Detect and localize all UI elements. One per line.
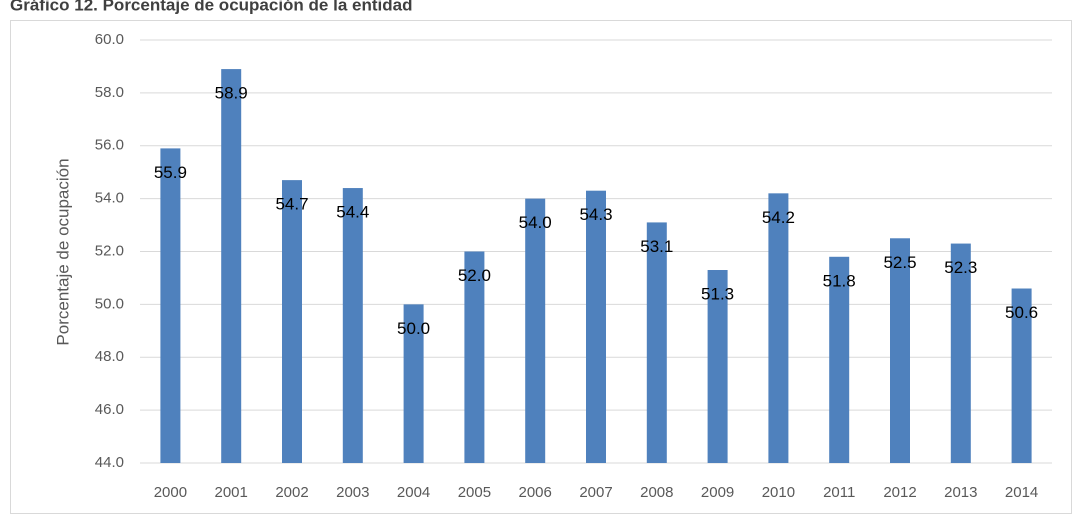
bar	[221, 69, 242, 464]
data-label: 58.9	[215, 84, 248, 103]
bar	[707, 270, 728, 463]
x-tick-label: 2003	[336, 484, 369, 501]
data-label: 54.2	[762, 208, 795, 227]
x-tick-label: 2008	[640, 484, 673, 501]
y-tick-label: 60.0	[95, 31, 124, 48]
bar	[768, 193, 789, 463]
data-label: 54.7	[275, 195, 308, 214]
y-tick-label: 58.0	[95, 84, 124, 101]
bar	[1011, 288, 1032, 463]
data-label: 51.3	[701, 284, 734, 303]
bar	[646, 222, 667, 463]
data-label: 54.0	[519, 213, 552, 232]
bar	[829, 256, 850, 463]
bar	[586, 190, 606, 463]
y-tick-label: 48.0	[95, 348, 124, 365]
data-label: 54.3	[579, 205, 612, 224]
x-tick-label: 2007	[579, 484, 612, 501]
y-tick-label: 46.0	[95, 401, 124, 418]
bar	[160, 148, 181, 464]
bar	[403, 304, 424, 463]
x-tick-label: 2006	[519, 484, 552, 501]
x-tick-label: 2013	[944, 484, 977, 501]
y-tick-label: 52.0	[95, 242, 124, 259]
chart-title: Gráfico 12. Porcentaje de ocupación de l…	[10, 0, 412, 14]
bar	[342, 188, 363, 464]
data-label: 55.9	[154, 163, 187, 182]
bar	[525, 198, 546, 463]
x-tick-label: 2014	[1005, 484, 1038, 501]
data-label: 54.4	[336, 203, 369, 222]
x-tick-label: 2000	[154, 484, 187, 501]
bar	[950, 243, 971, 463]
x-tick-label: 2011	[823, 484, 855, 501]
x-tick-label: 2012	[883, 484, 916, 501]
x-tick-label: 2010	[762, 484, 795, 501]
data-label: 53.1	[640, 237, 673, 256]
y-axis-title: Porcentaje de ocupación	[53, 158, 72, 345]
data-label: 52.5	[883, 253, 916, 272]
y-tick-label: 50.0	[95, 295, 124, 312]
x-tick-label: 2002	[275, 484, 308, 501]
data-label: 52.0	[458, 266, 491, 285]
x-tick-label: 2009	[701, 484, 734, 501]
y-tick-label: 56.0	[95, 137, 124, 154]
y-tick-label: 44.0	[95, 454, 124, 471]
data-label: 51.8	[823, 271, 856, 290]
y-tick-label: 54.0	[95, 190, 124, 207]
bar	[464, 251, 485, 463]
data-label: 52.3	[944, 258, 977, 277]
bar	[282, 180, 302, 463]
x-tick-label: 2001	[215, 484, 248, 501]
data-label: 50.6	[1005, 303, 1038, 322]
data-label: 50.0	[397, 319, 430, 338]
bar	[890, 238, 910, 463]
x-tick-label: 2005	[458, 484, 491, 501]
x-tick-label: 2004	[397, 484, 430, 501]
